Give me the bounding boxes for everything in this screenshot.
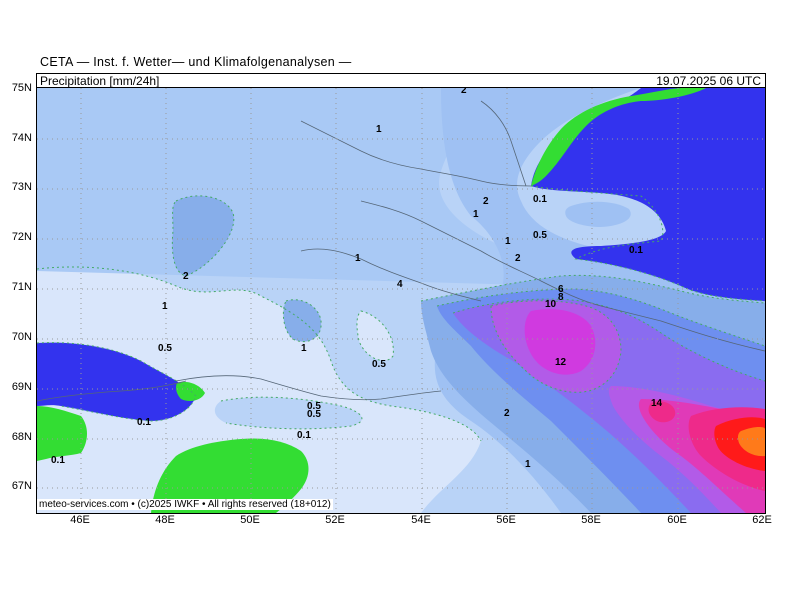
precip-area-2-west <box>172 195 234 276</box>
lon-label-56e: 56E <box>496 514 516 526</box>
contour-label: 1 <box>301 343 307 354</box>
lon-label-50e: 50E <box>240 514 260 526</box>
lon-label-62e: 62E <box>752 514 772 526</box>
land-mask-south <box>151 438 309 513</box>
lat-label-69n: 69N <box>11 381 32 393</box>
contour-label: 0.1 <box>629 245 643 256</box>
chart-title: CETA — Inst. f. Wetter— und Klimafolgena… <box>40 55 352 69</box>
lon-label-52e: 52E <box>325 514 345 526</box>
contour-label: 0.5 <box>307 409 321 420</box>
coastlines <box>37 100 765 402</box>
land-mask-novaya-zemlya <box>531 88 706 186</box>
precip-area-dry-west <box>37 342 196 421</box>
lon-label-58e: 58E <box>581 514 601 526</box>
precip-area-10 <box>524 309 596 375</box>
contour-label: 1 <box>376 124 382 135</box>
copyright-footer: meteo-services.com • (c)2025 IWKF • All … <box>37 499 333 510</box>
header-bar: Precipitation [mm/24h] 19.07.2025 06 UTC <box>36 73 766 88</box>
contour-label: 0.1 <box>297 430 311 441</box>
lat-label-72n: 72N <box>11 231 32 243</box>
contour-label: 2 <box>461 88 467 96</box>
precip-area-0.1-south <box>37 266 481 513</box>
contour-label: 1 <box>473 209 479 220</box>
contour-label: 2 <box>183 271 189 282</box>
precip-area-0.1-island <box>356 311 394 361</box>
lat-label-75n: 75N <box>11 82 32 94</box>
lat-label-68n: 68N <box>11 431 32 443</box>
datetime-label: 19.07.2025 06 UTC <box>656 74 761 88</box>
contour-label: 0.5 <box>372 359 386 370</box>
contour-label: 0.5 <box>307 401 321 412</box>
contour-labels: 2 1 2 1 2 0.1 0.5 1 2 1 0.1 4 6 8 10 1 0… <box>51 88 663 470</box>
contour-label: 14 <box>651 398 663 409</box>
contour-label: 0.1 <box>51 455 65 466</box>
contour-label: 0.5 <box>158 343 172 354</box>
lat-label-70n: 70N <box>11 331 32 343</box>
contour-label: 1 <box>162 301 168 312</box>
contour-label: 4 <box>397 279 403 290</box>
contour-label: 8 <box>558 292 564 303</box>
contour-label: 12 <box>555 357 567 368</box>
product-label: Precipitation [mm/24h] <box>40 74 160 88</box>
precip-area-14-cell <box>648 401 676 423</box>
contour-label: 10 <box>545 299 557 310</box>
contour-label: 0.1 <box>533 194 547 205</box>
precip-area-0.5-band <box>214 397 362 429</box>
contour-label: 1 <box>355 253 361 264</box>
contour-label: 2 <box>483 196 489 207</box>
lon-label-46e: 46E <box>70 514 90 526</box>
land-mask-kanin <box>37 406 87 461</box>
land-mask-island <box>176 381 205 401</box>
lon-label-60e: 60E <box>667 514 687 526</box>
contour-label: 2 <box>504 408 510 419</box>
contour-label: 1 <box>505 236 511 247</box>
precipitation-map: 2 1 2 1 2 0.1 0.5 1 2 1 0.1 4 6 8 10 1 0… <box>36 87 766 514</box>
precip-area-ne-patch <box>565 201 631 227</box>
contour-label: 2 <box>515 253 521 264</box>
lon-label-54e: 54E <box>411 514 431 526</box>
grid-lines <box>37 88 765 513</box>
contour-label: 6 <box>558 284 564 295</box>
lon-label-48e: 48E <box>155 514 175 526</box>
precip-area-dry-northeast <box>531 88 765 301</box>
contour-label: 1 <box>525 459 531 470</box>
precip-area-peak <box>737 426 765 457</box>
contour-label: 0.1 <box>137 417 151 428</box>
lat-label-67n: 67N <box>11 480 32 492</box>
lat-label-71n: 71N <box>11 281 32 293</box>
precip-area-0.5-north <box>37 88 561 286</box>
lat-label-74n: 74N <box>11 132 32 144</box>
contour-label: 0.5 <box>533 230 547 241</box>
lat-label-73n: 73N <box>11 181 32 193</box>
